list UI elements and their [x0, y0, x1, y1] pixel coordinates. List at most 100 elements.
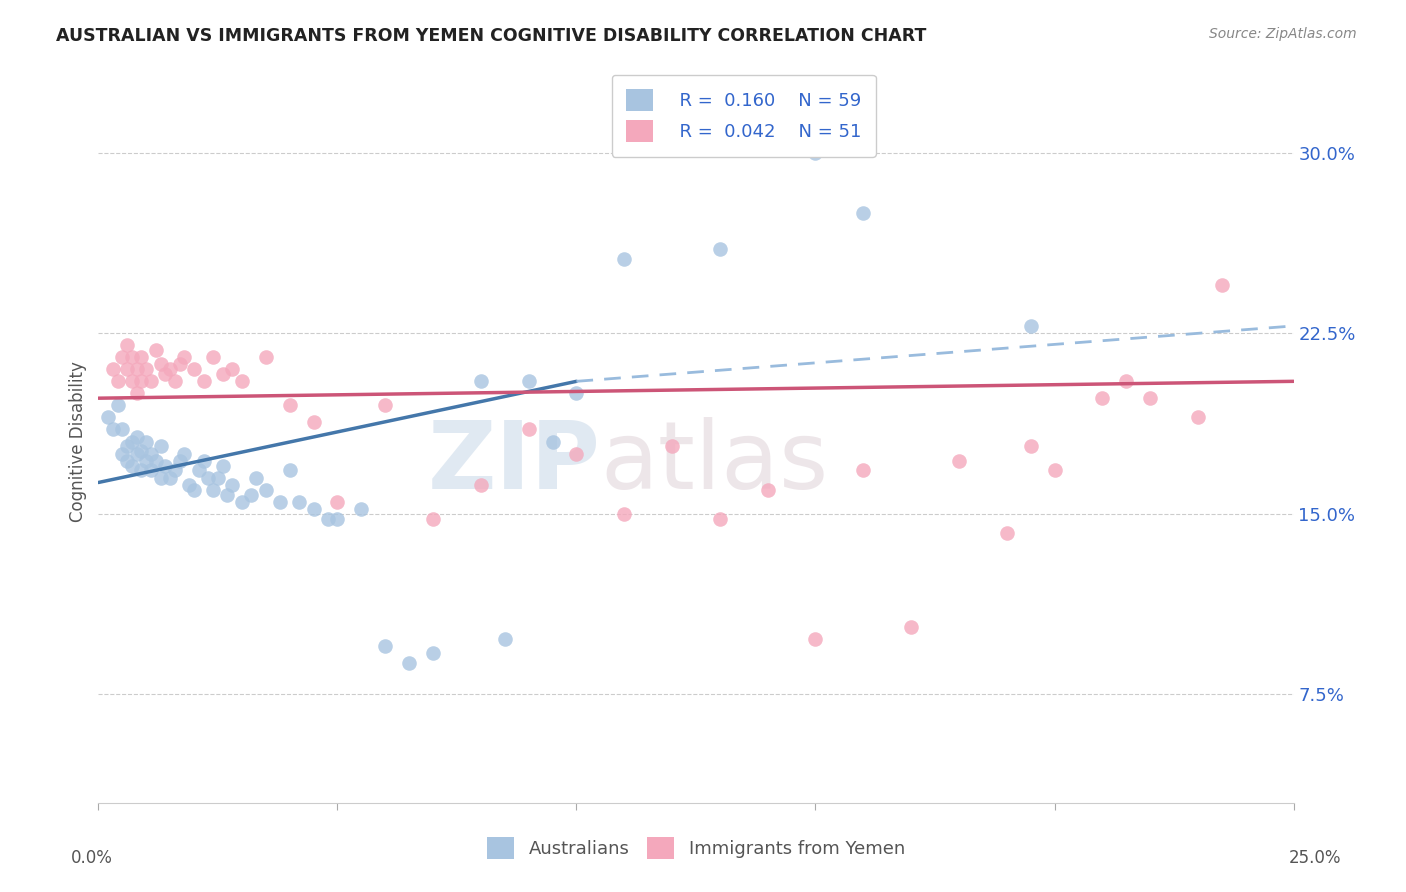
Point: [278, 398, 301, 412]
Point: [111, 447, 134, 461]
Point: [202, 483, 225, 497]
Point: [302, 415, 325, 429]
Point: [613, 507, 636, 521]
Point: [183, 483, 205, 497]
Text: 0.0%: 0.0%: [70, 849, 112, 867]
Point: [125, 430, 148, 444]
Point: [245, 471, 267, 485]
Text: atlas: atlas: [600, 417, 828, 509]
Point: [149, 471, 172, 485]
Point: [470, 375, 492, 389]
Point: [231, 494, 253, 508]
Point: [288, 494, 311, 508]
Point: [187, 463, 209, 477]
Point: [207, 471, 229, 485]
Point: [111, 350, 134, 364]
Point: [269, 494, 291, 508]
Point: [149, 358, 172, 372]
Point: [159, 362, 181, 376]
Point: [422, 647, 444, 661]
Point: [107, 398, 129, 412]
Y-axis label: Cognitive Disability: Cognitive Disability: [69, 361, 87, 522]
Point: [115, 439, 138, 453]
Point: [1139, 391, 1161, 405]
Point: [1043, 463, 1066, 477]
Point: [326, 511, 349, 525]
Point: [1187, 410, 1209, 425]
Point: [131, 444, 153, 458]
Point: [183, 362, 205, 376]
Point: [278, 463, 301, 477]
Point: [211, 367, 233, 381]
Point: [231, 375, 253, 389]
Point: [131, 375, 153, 389]
Point: [900, 620, 922, 634]
Point: [517, 423, 540, 437]
Point: [155, 367, 177, 381]
Point: [1115, 375, 1137, 389]
Point: [139, 447, 162, 461]
Point: [139, 375, 162, 389]
Point: [1091, 391, 1114, 405]
Text: ZIP: ZIP: [427, 417, 600, 509]
Point: [115, 454, 138, 468]
Point: [121, 375, 143, 389]
Point: [350, 502, 373, 516]
Point: [125, 447, 148, 461]
Point: [756, 483, 779, 497]
Point: [169, 358, 191, 372]
Point: [217, 487, 239, 501]
Point: [254, 483, 277, 497]
Point: [121, 458, 143, 473]
Point: [121, 434, 143, 449]
Point: [240, 487, 263, 501]
Point: [470, 478, 492, 492]
Point: [145, 454, 167, 468]
Point: [202, 350, 225, 364]
Point: [211, 458, 233, 473]
Point: [709, 511, 731, 525]
Point: [661, 439, 683, 453]
Point: [163, 375, 186, 389]
Point: [97, 410, 120, 425]
Point: [374, 398, 396, 412]
Point: [145, 343, 167, 357]
Point: [326, 494, 349, 508]
Point: [613, 252, 636, 266]
Point: [101, 423, 124, 437]
Point: [107, 375, 129, 389]
Point: [398, 656, 420, 670]
Point: [179, 478, 201, 492]
Point: [125, 386, 148, 401]
Point: [111, 423, 134, 437]
Point: [155, 458, 177, 473]
Point: [221, 362, 243, 376]
Point: [709, 242, 731, 256]
Point: [149, 439, 172, 453]
Point: [131, 350, 153, 364]
Point: [804, 632, 827, 646]
Point: [1019, 318, 1042, 333]
Point: [494, 632, 516, 646]
Point: [173, 447, 195, 461]
Point: [565, 447, 588, 461]
Legend: Australians, Immigrants from Yemen: Australians, Immigrants from Yemen: [479, 830, 912, 866]
Point: [517, 375, 540, 389]
Point: [115, 338, 138, 352]
Point: [995, 526, 1018, 541]
Point: [541, 434, 564, 449]
Point: [316, 511, 339, 525]
Point: [422, 511, 444, 525]
Point: [1019, 439, 1042, 453]
Point: [173, 350, 195, 364]
Point: [254, 350, 277, 364]
Point: [852, 205, 875, 219]
Point: [139, 463, 162, 477]
Point: [101, 362, 124, 376]
Point: [565, 386, 588, 401]
Point: [193, 375, 215, 389]
Point: [135, 362, 157, 376]
Text: AUSTRALIAN VS IMMIGRANTS FROM YEMEN COGNITIVE DISABILITY CORRELATION CHART: AUSTRALIAN VS IMMIGRANTS FROM YEMEN COGN…: [56, 27, 927, 45]
Point: [193, 454, 215, 468]
Point: [1211, 278, 1233, 293]
